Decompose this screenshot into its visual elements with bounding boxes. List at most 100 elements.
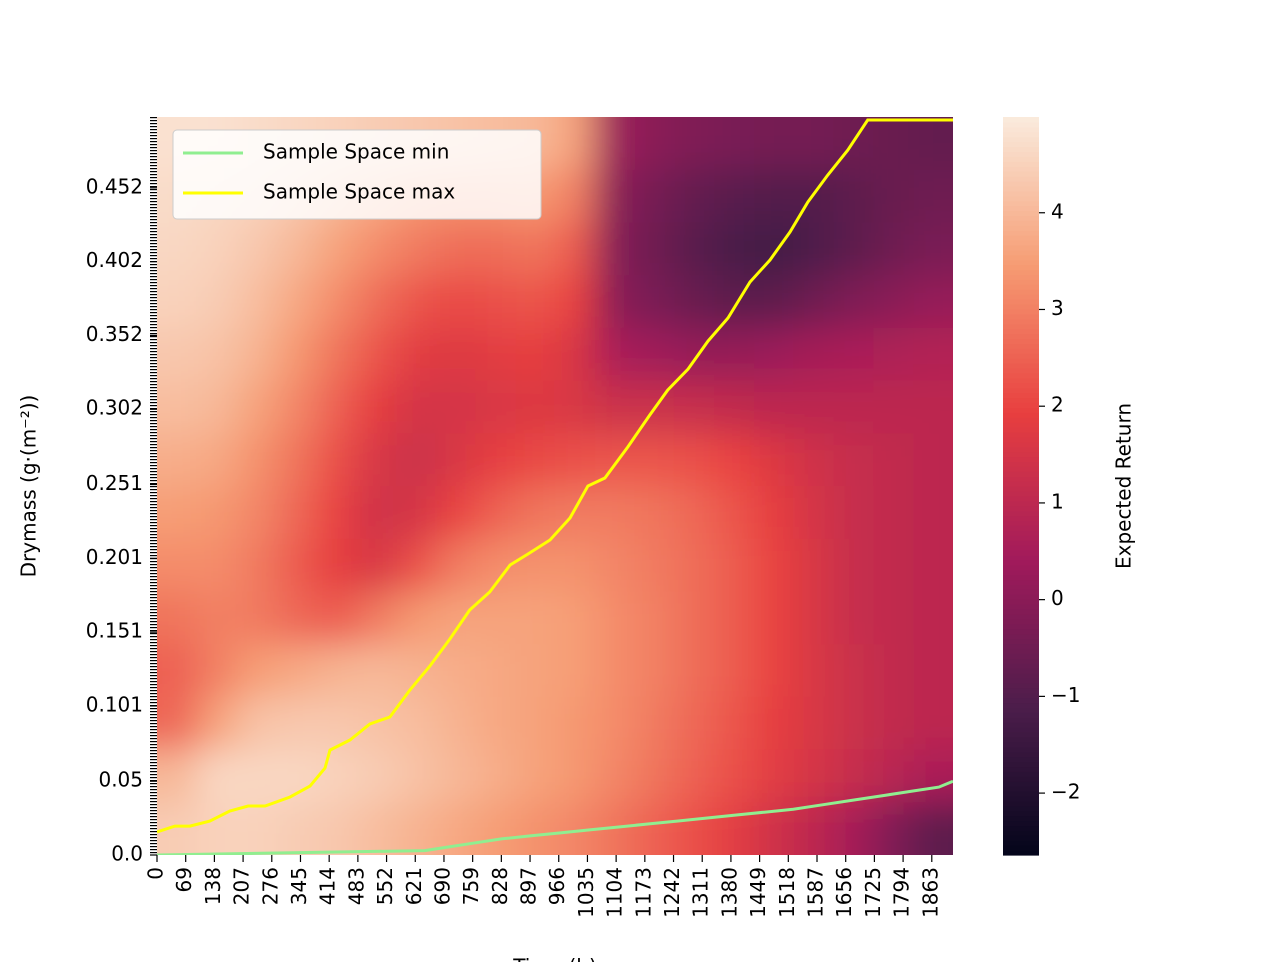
- x-tick-label: 345: [287, 867, 311, 905]
- colorbar-strip: [1003, 702, 1039, 708]
- colorbar-tick-label: 1: [1051, 489, 1064, 513]
- heatmap-cell: [475, 433, 516, 487]
- heatmap-cell: [913, 380, 953, 434]
- heatmap-cell: [833, 169, 874, 223]
- colorbar-strip: [1003, 372, 1039, 379]
- heatmap-cell: [475, 222, 516, 276]
- heatmap-cell: [833, 433, 874, 487]
- heatmap-cell: [515, 275, 556, 329]
- x-tick-label: 966: [545, 867, 569, 905]
- y-tick-label: 0.05: [98, 768, 143, 792]
- heatmap-cell: [236, 696, 277, 751]
- heatmap-cell: [395, 749, 437, 803]
- heatmap-cell: [714, 802, 755, 855]
- heatmap-cell: [674, 749, 715, 803]
- heatmap-cell: [196, 538, 238, 592]
- colorbar-strip: [1003, 481, 1039, 487]
- colorbar-strip: [1003, 156, 1039, 162]
- colorbar-strip: [1003, 161, 1039, 167]
- colorbar-strip: [1003, 756, 1039, 763]
- x-tick-label: 1311: [689, 867, 713, 918]
- heatmap-cell: [316, 433, 357, 487]
- y-tick-label: 0.452: [86, 174, 143, 198]
- colorbar-strip: [1003, 741, 1039, 748]
- heatmap-cell: [316, 591, 357, 645]
- heatmap-cell: [316, 749, 357, 803]
- colorbar-strip: [1003, 397, 1039, 403]
- colorbar-tick-label: −2: [1051, 780, 1080, 804]
- heatmap-cell: [913, 433, 953, 487]
- heatmap-cell: [793, 380, 835, 434]
- heatmap-cell: [594, 433, 636, 487]
- heatmap-cell: [196, 380, 238, 434]
- heatmap-cell: [913, 591, 953, 645]
- colorbar-strip: [1003, 732, 1039, 738]
- heatmap-cell: [714, 696, 755, 751]
- colorbar-strip: [1003, 412, 1039, 418]
- heatmap-cell: [316, 327, 357, 382]
- heatmap-cell: [196, 486, 238, 540]
- colorbar-strip: [1003, 205, 1039, 212]
- x-tick-label: 1587: [804, 867, 828, 918]
- heatmap-cell: [157, 696, 198, 751]
- colorbar-strip: [1003, 377, 1039, 384]
- colorbar-strip: [1003, 589, 1039, 595]
- heatmap-cell: [555, 380, 596, 434]
- y-tick-label: 0.352: [86, 322, 143, 346]
- heatmap-cell: [515, 538, 556, 592]
- heatmap-cell: [475, 749, 516, 803]
- colorbar-strip: [1003, 451, 1039, 458]
- heatmap-cell: [873, 222, 914, 276]
- heatmap-cell: [236, 433, 277, 487]
- legend: Sample Space min Sample Space max: [172, 129, 542, 220]
- colorbar-strip: [1003, 136, 1039, 143]
- heatmap-cell: [634, 117, 675, 171]
- heatmap-cell: [236, 591, 277, 645]
- x-tick-label: 759: [459, 867, 483, 905]
- colorbar-strip: [1003, 426, 1039, 433]
- heatmap-cell: [555, 486, 596, 540]
- colorbar-label: Expected Return: [1112, 403, 1136, 569]
- heatmap-cell: [913, 117, 953, 171]
- colorbar-strip: [1003, 815, 1039, 822]
- heatmap-cell: [754, 696, 795, 751]
- heatmap-cell: [555, 591, 596, 645]
- heatmap-cell: [515, 644, 556, 698]
- colorbar-strip: [1003, 490, 1039, 497]
- heatmap-cell: [674, 538, 715, 592]
- heatmap-cell: [356, 644, 397, 698]
- heatmap-cell: [515, 327, 556, 382]
- heatmap-cell: [196, 275, 238, 329]
- x-tick-label: 1380: [717, 867, 741, 918]
- lines: [157, 118, 953, 855]
- heatmap-cell: [634, 696, 675, 751]
- heatmap-cell: [435, 327, 476, 382]
- heatmap-cell: [555, 538, 596, 592]
- colorbar-strip: [1003, 422, 1039, 428]
- heatmap-cell: [316, 380, 357, 434]
- heatmap-cell: [714, 222, 755, 276]
- colorbar-strip: [1003, 510, 1039, 517]
- heatmap-cell: [236, 538, 277, 592]
- heatmap-cell: [515, 802, 556, 855]
- legend-label: Sample Space max: [263, 180, 455, 204]
- colorbar-strip: [1003, 682, 1039, 689]
- heatmap-cell: [793, 644, 835, 698]
- heatmap-cell: [714, 169, 755, 223]
- heatmap-cell: [714, 327, 755, 382]
- colorbar-strip: [1003, 240, 1039, 246]
- colorbar-strip: [1003, 540, 1039, 546]
- colorbar-strip: [1003, 461, 1039, 467]
- colorbar-strip: [1003, 141, 1039, 148]
- heatmap-cell: [157, 749, 198, 803]
- heatmap-cell: [594, 275, 636, 329]
- heatmap-cell: [475, 380, 516, 434]
- colorbar-strip: [1003, 313, 1039, 320]
- heatmap-cell: [714, 380, 755, 434]
- colorbar-strip: [1003, 559, 1039, 566]
- heatmap-cell: [276, 327, 317, 382]
- x-tick-label: 1242: [660, 867, 684, 918]
- heatmap-cell: [793, 327, 835, 382]
- colorbar-strip: [1003, 171, 1039, 177]
